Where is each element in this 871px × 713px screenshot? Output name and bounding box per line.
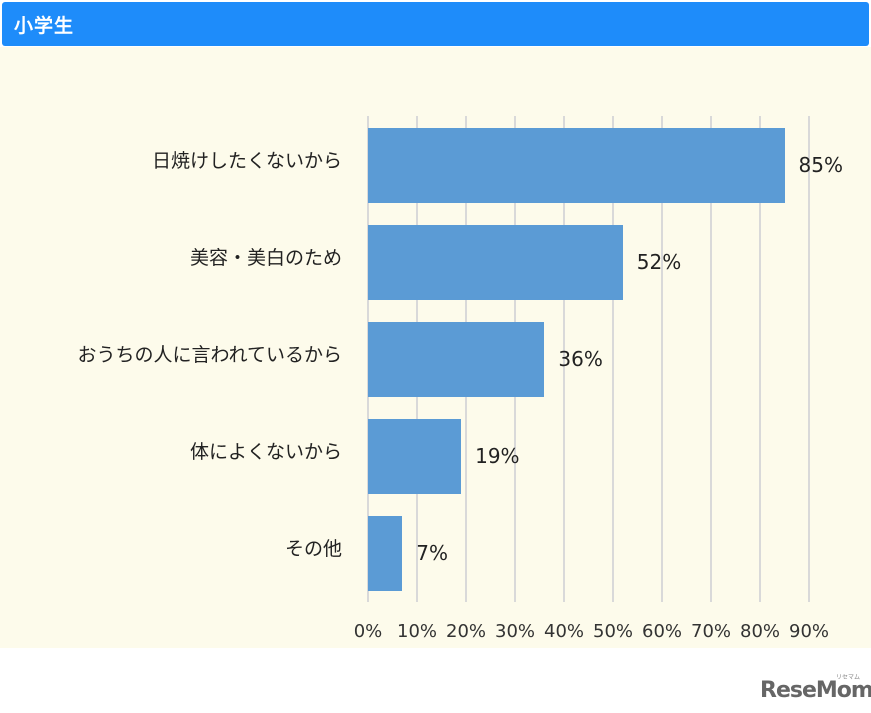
resemom-logo-sub: リセマム [836,674,861,681]
gridline [612,116,614,602]
x-tick-label: 90% [788,621,830,642]
gridline [710,116,712,602]
gridline [661,116,663,602]
bar-value-label: 85% [798,153,843,177]
chart-title: 小学生 [14,15,75,37]
category-label: おうちの人に言われているから [77,344,342,366]
x-tick-label: 0% [353,621,383,642]
x-tick-label: 10% [396,621,438,642]
x-tick-label: 70% [690,621,732,642]
bar-value-label: 52% [636,250,682,274]
resemom-logo: ReseMom [760,678,871,703]
chart-header: 小学生 [2,2,869,46]
bar-value-label: 36% [558,347,603,371]
x-tick-label: 50% [592,621,634,642]
x-tick-label: 40% [543,621,585,642]
category-label: 体によくないから [189,441,342,463]
gridline [759,116,761,602]
bar [368,225,623,300]
bar [368,419,462,494]
category-label: 日焼けしたくないから [151,150,342,172]
x-tick-label: 20% [445,621,487,642]
x-tick-label: 30% [494,621,536,642]
x-tick-label: 80% [739,621,781,642]
category-label: その他 [284,538,342,560]
category-label: 美容・美白のため [189,247,342,269]
plot-area: 85% 52% 36% 19% 7% [367,116,843,602]
x-tick-label: 60% [641,621,683,642]
gridline [808,116,810,602]
bar [368,516,403,591]
bar-value-label: 19% [475,444,520,468]
bar [368,128,785,203]
bar [368,322,545,397]
gridline [563,116,565,602]
bar-value-label: 7% [416,541,449,565]
